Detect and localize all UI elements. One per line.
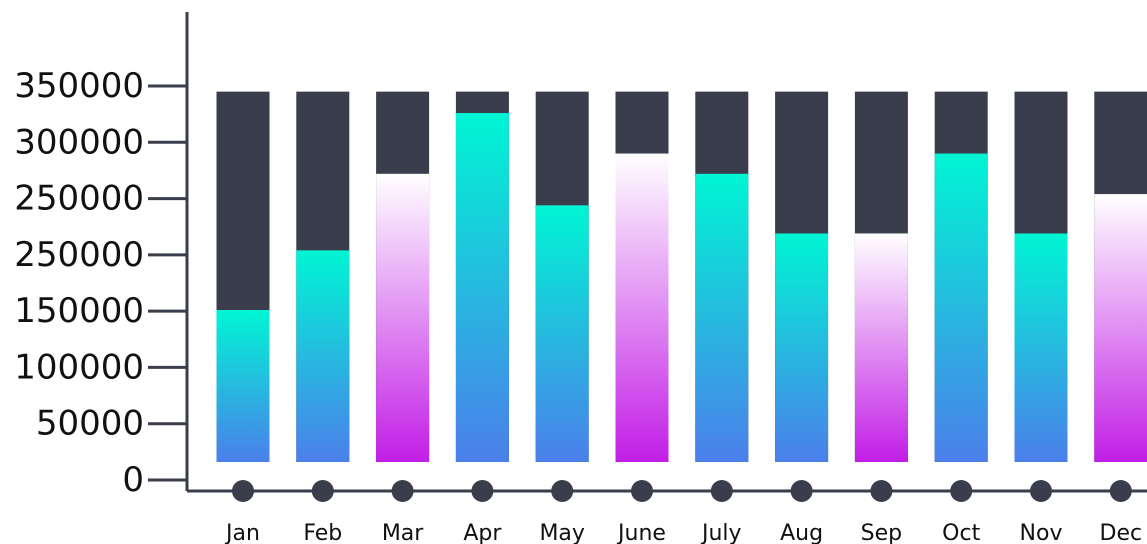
x-tick-marker bbox=[232, 480, 254, 502]
x-tick-marker bbox=[1030, 480, 1052, 502]
x-tick-label: May bbox=[539, 521, 584, 544]
y-axis: 0 50000 100000 150000 250000 250000 300000 3500… bbox=[14, 12, 189, 500]
bar-mar bbox=[376, 173, 430, 462]
x-tick-marker bbox=[311, 480, 334, 502]
bar-june bbox=[615, 153, 669, 463]
x-axis: Jan Feb Mar Apr May June July Aug Sep Oct Nov Dec bbox=[187, 480, 1147, 544]
x-tick-label: Mar bbox=[382, 521, 424, 544]
y-tick-label: 50000 bbox=[36, 404, 144, 444]
y-tick-label: 250000 bbox=[14, 235, 144, 275]
bar-aug bbox=[775, 233, 829, 462]
x-tick-marker bbox=[790, 480, 813, 502]
x-tick-label: June bbox=[616, 521, 666, 544]
x-tick-marker bbox=[710, 480, 733, 502]
x-tick-marker bbox=[631, 480, 653, 502]
bar-oct bbox=[934, 153, 988, 463]
x-tick-label: Oct bbox=[942, 521, 980, 544]
x-tick-label: Jan bbox=[224, 521, 260, 544]
y-tick-label: 150000 bbox=[14, 291, 144, 331]
x-tick-marker bbox=[471, 480, 494, 502]
bar-dec bbox=[1094, 194, 1147, 462]
x-tick-label: Feb bbox=[303, 521, 342, 544]
x-tick-label: Sep bbox=[861, 521, 902, 544]
bar-apr bbox=[455, 113, 509, 462]
bar-may bbox=[535, 205, 589, 462]
bar-sep bbox=[854, 233, 908, 462]
x-tick-marker bbox=[391, 480, 414, 502]
x-tick-label: Dec bbox=[1100, 521, 1143, 544]
y-tick-label: 350000 bbox=[14, 66, 144, 106]
bars bbox=[216, 91, 1147, 463]
bar-nov bbox=[1014, 233, 1068, 462]
y-tick-label: 0 bbox=[122, 460, 144, 500]
y-tick-label: 100000 bbox=[14, 347, 144, 387]
bar-jan bbox=[216, 310, 270, 462]
bar-july bbox=[695, 173, 749, 462]
x-tick-marker bbox=[870, 480, 893, 502]
x-tick-marker bbox=[950, 480, 973, 502]
x-tick-label: Nov bbox=[1020, 521, 1063, 544]
x-tick-label: Apr bbox=[463, 521, 502, 544]
bar-feb bbox=[296, 250, 350, 462]
y-tick-label: 300000 bbox=[14, 122, 144, 162]
x-tick-label: July bbox=[700, 521, 742, 544]
y-tick-label: 250000 bbox=[14, 179, 144, 219]
x-tick-marker bbox=[551, 480, 574, 502]
x-tick-label: Aug bbox=[780, 521, 823, 544]
x-tick-marker bbox=[1109, 480, 1132, 502]
